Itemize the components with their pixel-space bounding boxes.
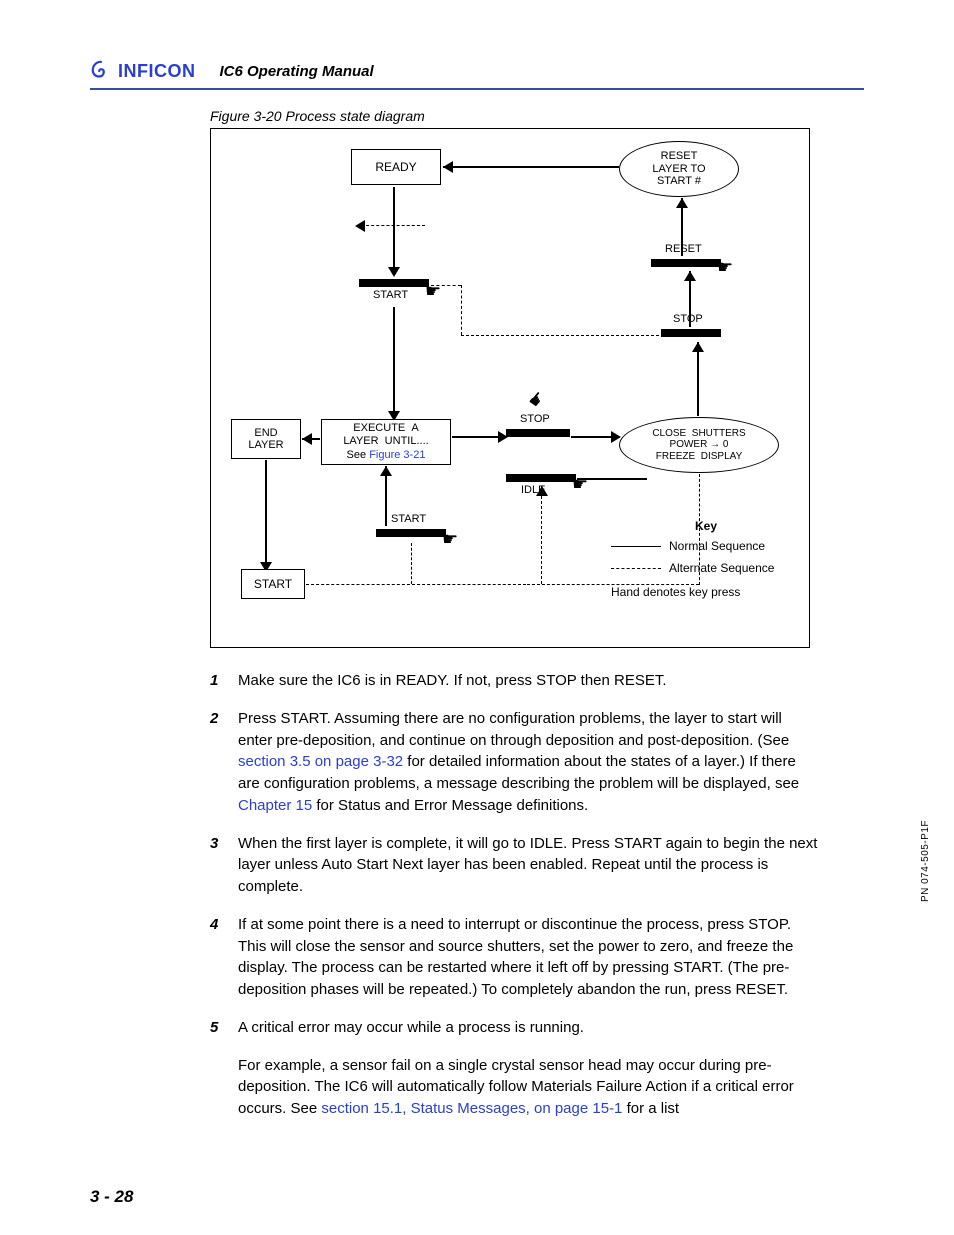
list-item: 4 If at some point there is a need to in… <box>210 914 820 1001</box>
node-execute: EXECUTE A LAYER UNTIL.... See Figure 3-2… <box>321 419 451 465</box>
side-partnumber: PN 074-505-P1F <box>920 820 931 902</box>
arrowhead-icon <box>676 198 688 208</box>
execute-line1: EXECUTE A <box>353 422 418 435</box>
step-text: If at some point there is a need to inte… <box>238 914 820 1001</box>
arrowhead-icon <box>302 433 312 445</box>
arrowhead-icon <box>692 342 704 352</box>
keybar-reset <box>651 259 721 267</box>
arrowhead-icon <box>684 271 696 281</box>
keybar-start3 <box>506 474 576 482</box>
edge-dashed <box>461 285 462 335</box>
step-text: A critical error may occur while a proce… <box>238 1017 584 1039</box>
brand-logo: INFICON <box>90 60 196 82</box>
keybar-stop-upper <box>661 329 721 337</box>
list-item: 5 A critical error may occur while a pro… <box>210 1017 820 1039</box>
edge <box>452 436 504 438</box>
figure-box: READY RESET LAYER TO START # START ☚ EXE… <box>210 128 810 648</box>
edge-dashed <box>461 335 659 336</box>
arrowhead-icon <box>443 161 453 173</box>
node-close-shutters: CLOSE SHUTTERS POWER → 0 FREEZE DISPLAY <box>619 417 779 473</box>
edge <box>697 342 699 416</box>
xref-link[interactable]: section 15.1, Status Messages, on page 1… <box>321 1100 622 1117</box>
keybar-start <box>359 279 429 287</box>
step-text: Make sure the IC6 is in READY. If not, p… <box>238 670 667 692</box>
keybar-stop-upper-label: STOP <box>671 313 705 325</box>
edge-dashed <box>361 225 425 226</box>
xref-link[interactable]: Chapter 15 <box>238 797 312 814</box>
header-rule <box>90 88 864 90</box>
steps-list: 1 Make sure the IC6 is in READY. If not,… <box>210 670 820 1120</box>
page-header: INFICON IC6 Operating Manual <box>90 60 864 82</box>
edge <box>443 166 619 168</box>
arrowhead-icon <box>380 466 392 476</box>
hand-icon: ☚ <box>524 387 550 413</box>
node-ready: READY <box>351 149 441 185</box>
keybar-stop <box>506 429 570 437</box>
key-normal: Normal Sequence <box>669 539 765 553</box>
edge-dashed <box>306 584 526 585</box>
xref-link[interactable]: section 3.5 on page 3-32 <box>238 753 403 770</box>
figure-key: Key Normal Sequence Alternate Sequence H… <box>611 519 801 599</box>
arrowhead-icon <box>536 486 548 496</box>
hand-icon: ☚ <box>717 257 733 278</box>
step-text: Press START. Assuming there are no confi… <box>238 708 820 817</box>
key-title: Key <box>611 519 801 533</box>
page-number: 3 - 28 <box>90 1187 133 1207</box>
key-alternate: Alternate Sequence <box>669 561 774 575</box>
keybar-start2-label: START <box>389 513 428 525</box>
step-num: 3 <box>210 833 224 898</box>
execute-line3: See Figure 3-21 <box>347 449 426 462</box>
list-item: For example, a sensor fail on a single c… <box>210 1055 820 1120</box>
keybar-reset-label: RESET <box>663 243 704 255</box>
arrowhead-icon <box>388 267 400 277</box>
key-solid-line <box>611 546 661 547</box>
edge <box>265 460 267 568</box>
arrowhead-icon <box>355 220 365 232</box>
list-item: 3 When the first layer is complete, it w… <box>210 833 820 898</box>
edge-dashed <box>431 285 461 286</box>
node-end-layer: END LAYER <box>231 419 301 459</box>
execute-line2: LAYER UNTIL.... <box>343 435 428 448</box>
node-reset-layer: RESET LAYER TO START # <box>619 141 739 197</box>
hand-icon: ☚ <box>442 529 458 550</box>
figure-caption: Figure 3-20 Process state diagram <box>210 108 864 124</box>
key-dash-line <box>611 568 661 569</box>
step-num: 2 <box>210 708 224 817</box>
figure-link[interactable]: Figure 3-21 <box>369 449 425 461</box>
swirl-icon <box>90 60 112 82</box>
edge-dashed <box>541 486 542 584</box>
key-hand-note: Hand denotes key press <box>611 585 801 599</box>
edge <box>393 187 395 273</box>
step-num: 4 <box>210 914 224 1001</box>
keybar-stop-label: STOP <box>518 413 552 425</box>
edge <box>577 478 647 480</box>
step-num <box>210 1055 224 1120</box>
doc-title: IC6 Operating Manual <box>220 63 374 82</box>
edge <box>393 307 395 417</box>
keybar-start-label: START <box>371 289 410 301</box>
edge-dashed <box>411 543 412 584</box>
step-num: 1 <box>210 670 224 692</box>
step-text: When the first layer is complete, it wil… <box>238 833 820 898</box>
step-text: For example, a sensor fail on a single c… <box>238 1055 820 1120</box>
list-item: 2 Press START. Assuming there are no con… <box>210 708 820 817</box>
brand-text: INFICON <box>118 61 196 82</box>
keybar-start2 <box>376 529 446 537</box>
step-num: 5 <box>210 1017 224 1039</box>
node-idle: START <box>241 569 305 599</box>
list-item: 1 Make sure the IC6 is in READY. If not,… <box>210 670 820 692</box>
